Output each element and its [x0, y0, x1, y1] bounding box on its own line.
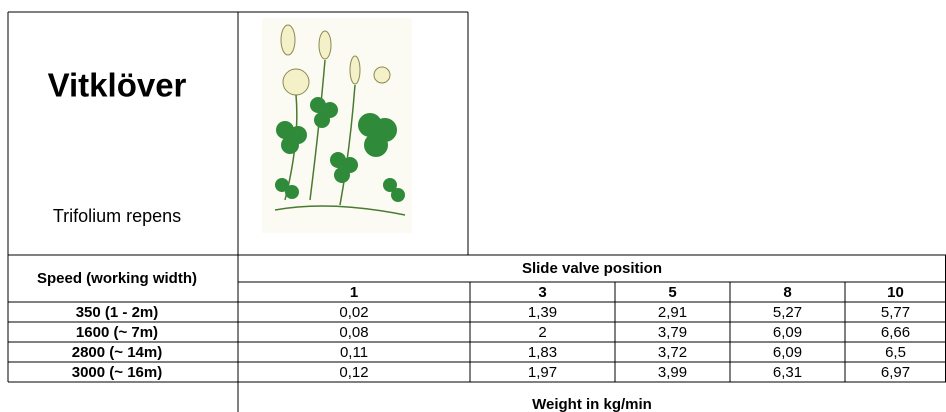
row-label: 2800 (~ 14m): [72, 344, 162, 361]
column-header: 10: [887, 284, 904, 301]
page: Vitklöver Trifolium repens Speed (workin…: [0, 0, 946, 412]
subtitle: Trifolium repens: [53, 206, 181, 226]
cell: 3,72: [658, 344, 687, 361]
column-header: 8: [783, 284, 791, 301]
cell: 1,97: [528, 364, 557, 381]
title: Vitklöver: [48, 67, 187, 104]
row-label: 1600 (~ 7m): [76, 324, 158, 341]
column-header: 1: [350, 284, 358, 301]
cell: 6,66: [881, 324, 910, 341]
cell: 3,79: [658, 324, 687, 341]
cell: 6,97: [881, 364, 910, 381]
cell: 5,77: [881, 304, 910, 321]
cell: 0,11: [340, 344, 368, 361]
row-header: Speed (working width): [37, 270, 197, 287]
cell: 0,12: [339, 364, 368, 381]
cell: 2,91: [658, 304, 687, 321]
row-label: 3000 (~ 16m): [72, 364, 162, 381]
cell: 2: [538, 324, 546, 341]
footer: Weight in kg/min: [532, 396, 652, 412]
cell: 1,83: [528, 344, 557, 361]
column-header: 5: [668, 284, 676, 301]
cell: 0,08: [339, 324, 368, 341]
cell: 0,02: [339, 304, 368, 321]
cell: 6,09: [773, 344, 802, 361]
row-label: 350 (1 - 2m): [76, 304, 159, 321]
cell: 1,39: [528, 304, 557, 321]
cell: 3,99: [658, 364, 687, 381]
cell: 6,31: [773, 364, 802, 381]
cell: 6,5: [885, 344, 906, 361]
illustration: [262, 18, 412, 233]
cell: 5,27: [773, 304, 802, 321]
column-group: Slide valve position: [522, 260, 662, 277]
cell: 6,09: [773, 324, 802, 341]
column-header: 3: [538, 284, 546, 301]
